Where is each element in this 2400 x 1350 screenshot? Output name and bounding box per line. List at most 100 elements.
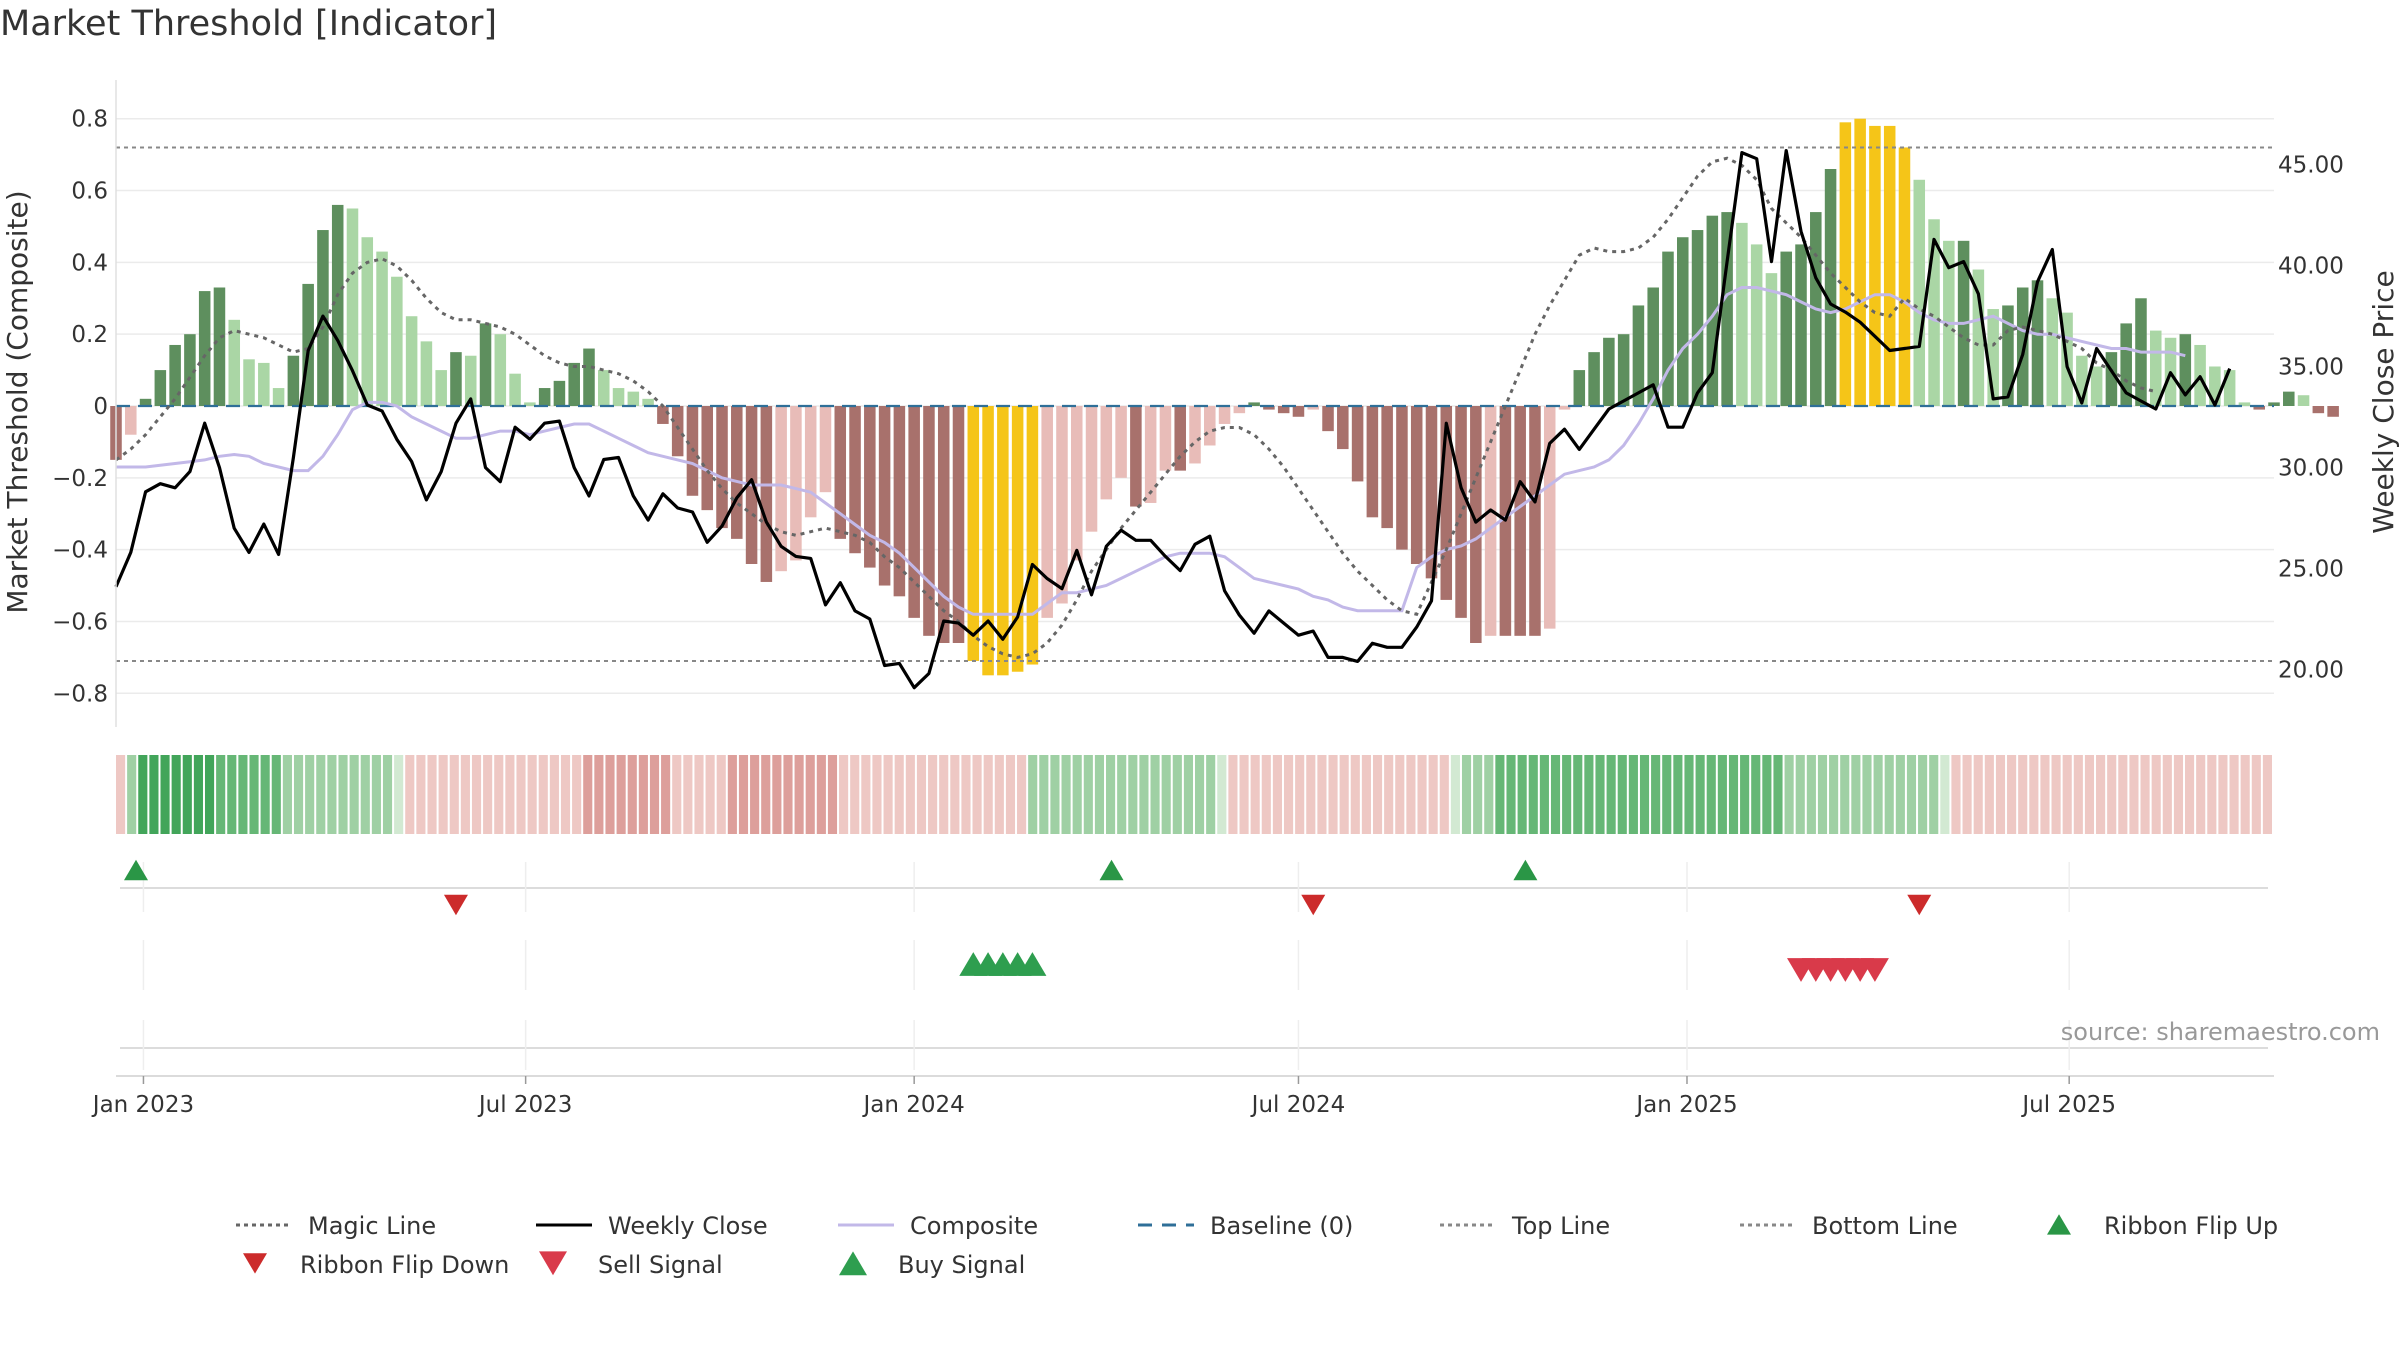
ribbon-cell [1906, 755, 1917, 834]
composite-bar [1204, 406, 1216, 446]
ribbon-cell [1328, 755, 1338, 834]
ribbon-cell [1295, 755, 1305, 834]
ribbon-cell [772, 755, 782, 834]
composite-bar [1573, 370, 1586, 406]
composite-bar [1987, 309, 1999, 406]
ribbon-cell [138, 755, 148, 834]
legend-entry: Weekly Close [536, 1212, 768, 1240]
ribbon-cell [1361, 755, 1371, 834]
ribbon-cell [1250, 755, 1260, 834]
ribbon-cell [649, 755, 660, 834]
ribbon-cell [2151, 755, 2161, 834]
ribbon-cell [2262, 755, 2272, 834]
ribbon-cell [449, 755, 459, 834]
composite-bar [1100, 406, 1113, 500]
composite-bar [937, 406, 950, 643]
composite-bar [893, 406, 906, 597]
ribbon-cell [1662, 755, 1672, 834]
x-tick-label: Jul 2025 [2020, 1092, 2116, 1118]
composite-bar [1425, 406, 1438, 579]
y2-tick-label: 40.00 [2278, 254, 2344, 280]
ribbon-cell [1973, 755, 1983, 834]
y2-tick-label: 35.00 [2278, 355, 2344, 381]
ribbon-cell [1684, 755, 1694, 834]
composite-bar [420, 341, 433, 406]
ribbon-cell [271, 755, 281, 834]
ribbon-cell [1139, 755, 1149, 834]
composite-bar [243, 359, 255, 406]
ribbon-cell [1873, 755, 1883, 834]
ribbon-cell [2162, 755, 2172, 834]
legend-swatch [539, 1251, 567, 1276]
ribbon-cell [238, 755, 248, 834]
ribbon-cell [1517, 755, 1527, 834]
ribbon-cell [1762, 755, 1772, 834]
legend-label: Top Line [1511, 1212, 1610, 1240]
legend-label: Bottom Line [1812, 1212, 1958, 1240]
ribbon-cell [438, 755, 448, 834]
ribbon-cell [349, 755, 359, 834]
ribbon-cell [1706, 755, 1716, 834]
ribbon-flip-up-marker [1513, 859, 1538, 881]
ribbon-cell [1851, 755, 1861, 834]
composite-bar [2002, 305, 2014, 406]
ribbon-cell [1595, 755, 1605, 834]
composite-bar [2312, 406, 2325, 414]
composite-bar [1972, 269, 1985, 406]
buy-signal-marker [1018, 952, 1047, 976]
ribbon-cell [1384, 755, 1394, 834]
gridlines [116, 117, 2274, 695]
y-tick-label: −0.8 [52, 681, 108, 707]
composite-bar [878, 406, 891, 586]
ribbon-cell [149, 755, 159, 834]
ribbon-cell [2129, 755, 2139, 834]
composite-bar [346, 208, 359, 406]
ribbon-cell [1728, 755, 1739, 834]
x-tick-label: Jul 2023 [477, 1092, 573, 1118]
composite-bar [760, 406, 773, 582]
ribbon-cell [260, 755, 270, 834]
composite-bar [819, 406, 832, 493]
ribbon-cell [1617, 755, 1627, 834]
magic-line [115, 156, 2157, 659]
legend-entry: Sell Signal [539, 1251, 723, 1279]
composite-bar [2238, 402, 2251, 406]
composite-bar [1913, 179, 1926, 406]
legend-entry: Composite [838, 1212, 1038, 1240]
composite-bar [2253, 406, 2265, 410]
composite-bar [716, 406, 728, 529]
composite-bar [1588, 352, 1600, 406]
composite-bar [361, 237, 374, 406]
composite-bar [1440, 406, 1453, 600]
composite-bar [583, 348, 595, 406]
composite-bar [1011, 406, 1024, 672]
composite-bar [1617, 334, 1630, 406]
composite-bar [642, 398, 654, 406]
axes: 0.8 0.6 0.4 0.2 0 −0.2 −0.4 −0.6 −0.8 45.00 40.00 3… [52, 80, 2344, 727]
ribbon-cell [2196, 755, 2206, 834]
composite-bar [834, 406, 847, 539]
composite-bar [1396, 406, 1408, 550]
ribbon-cell [794, 755, 804, 834]
ribbon-cell [1461, 755, 1472, 834]
legend-label: Ribbon Flip Up [2104, 1212, 2278, 1240]
composite-bar [2076, 355, 2088, 406]
composite-bar [1603, 337, 1615, 406]
ribbon-cell [1217, 755, 1227, 834]
ribbon-cell [605, 755, 615, 834]
composite-bar [1898, 147, 1911, 407]
composite-bar [302, 283, 314, 406]
composite-bar [509, 373, 521, 406]
ribbon-cell [694, 755, 704, 834]
ribbon-cell [1428, 755, 1438, 834]
composite-bar [997, 406, 1009, 676]
ribbon-cell [427, 755, 437, 834]
legend-entry: Baseline (0) [1138, 1212, 1353, 1240]
composite-bar [804, 406, 817, 518]
ribbon-cell [1940, 755, 1950, 834]
legend-label: Magic Line [308, 1212, 436, 1240]
ribbon-cell [1740, 755, 1750, 834]
composite-bar [553, 380, 566, 406]
ribbon-cell [282, 755, 292, 834]
